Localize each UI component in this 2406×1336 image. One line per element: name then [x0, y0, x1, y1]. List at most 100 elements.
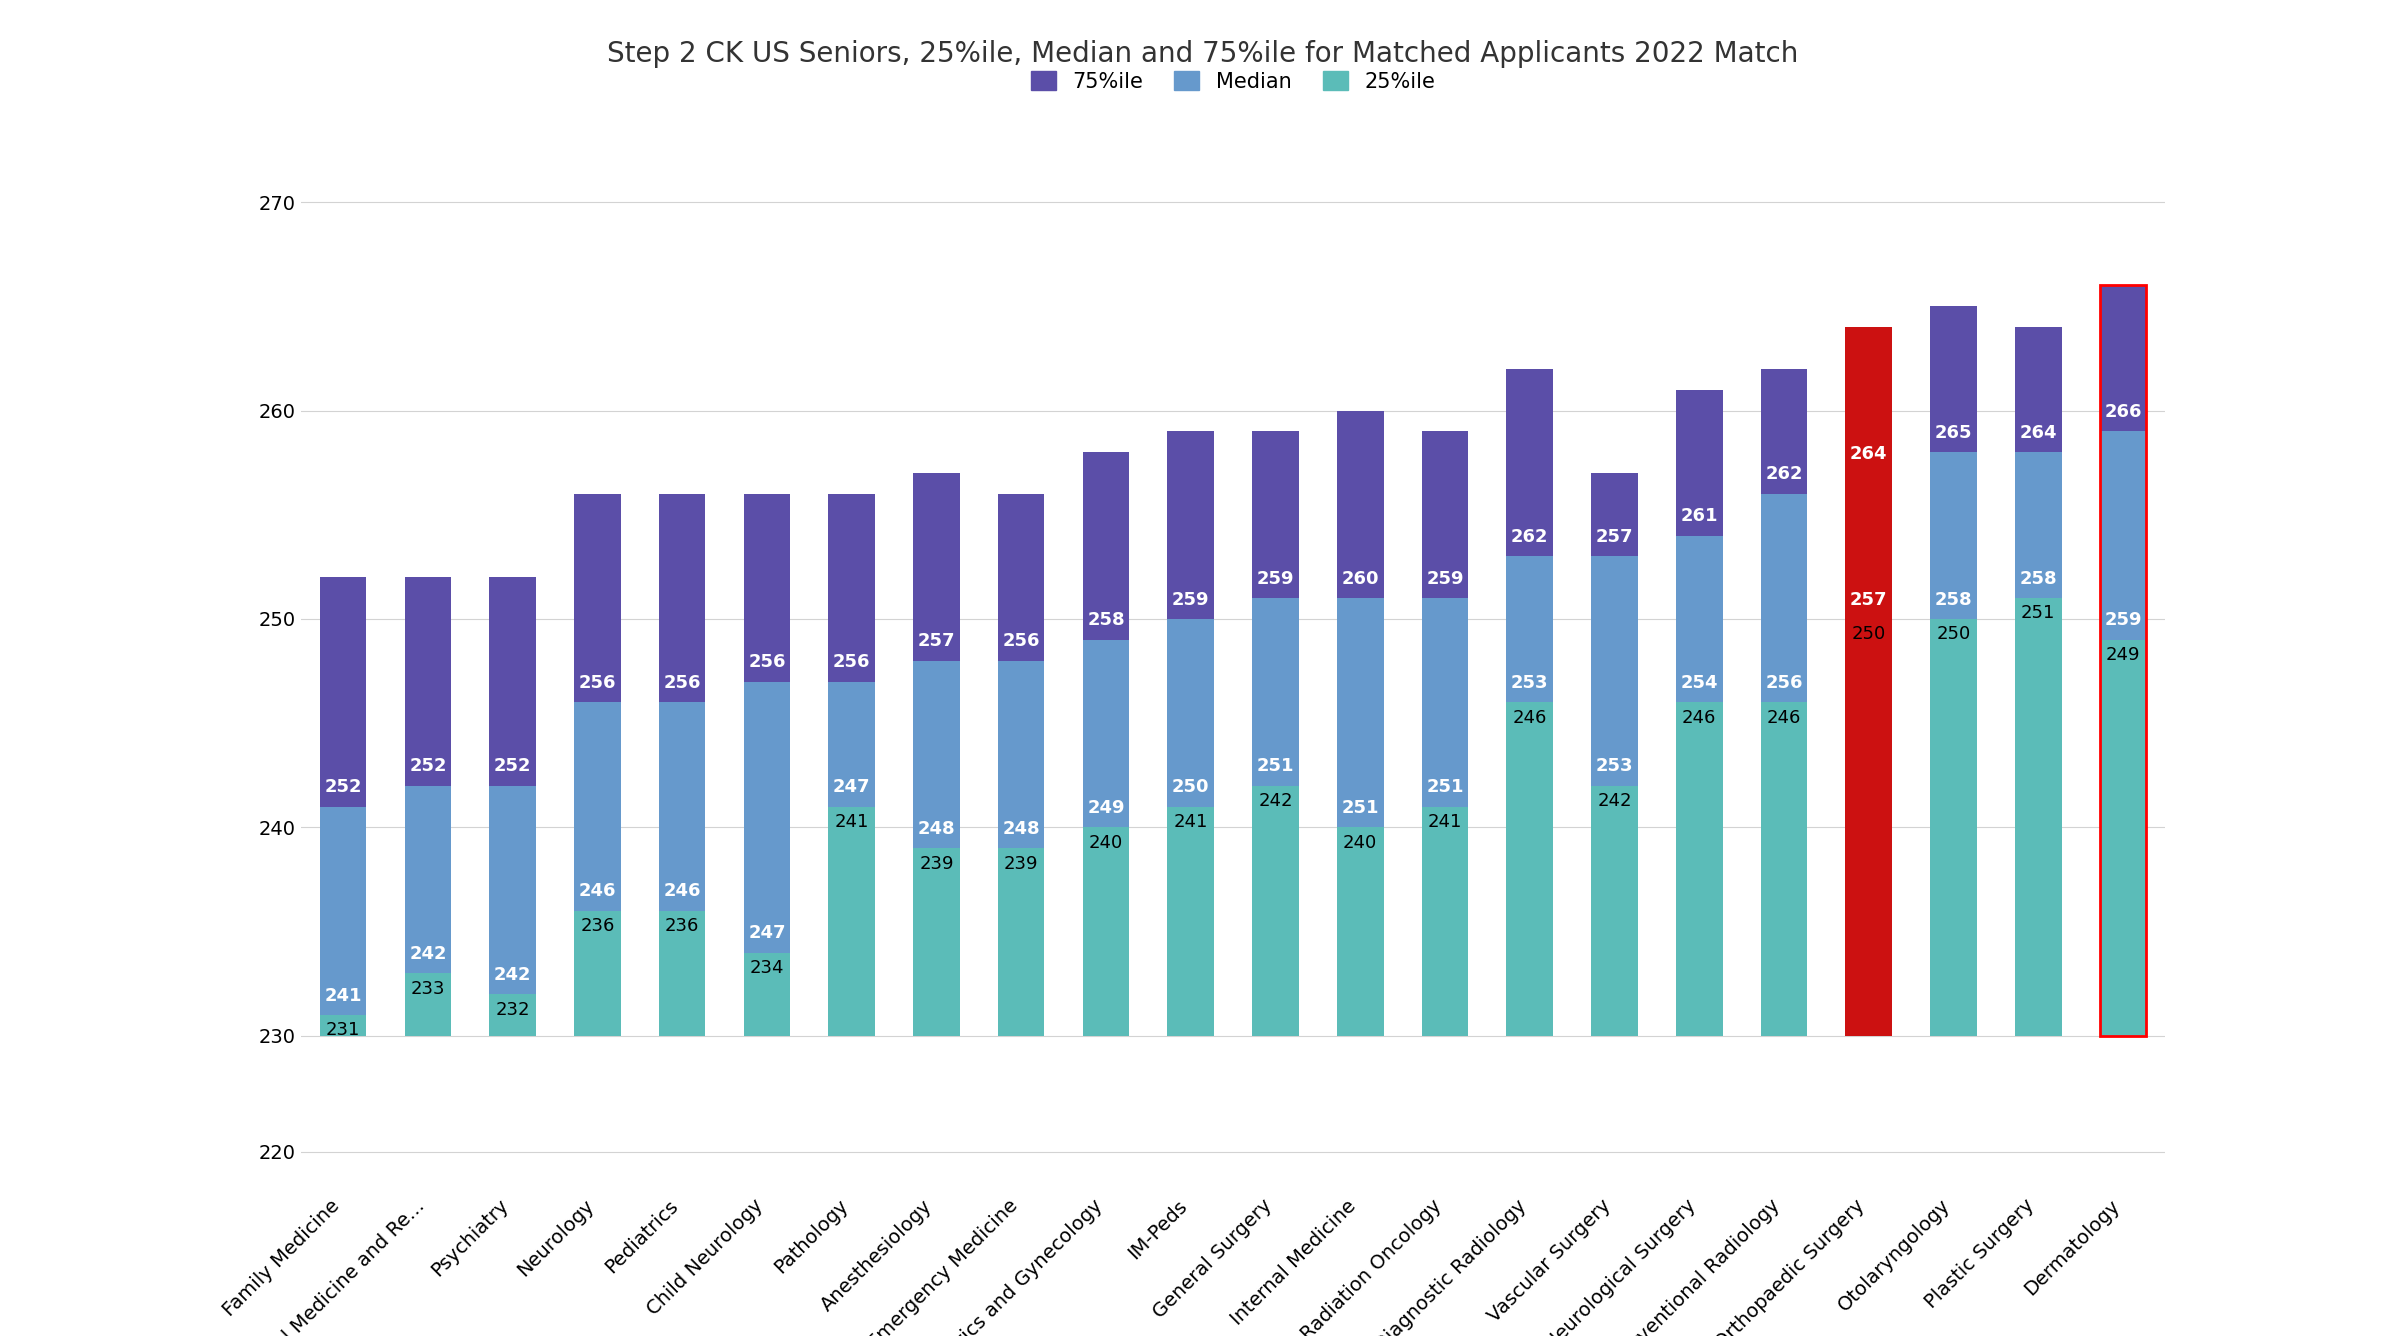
Text: 260: 260 — [1343, 569, 1379, 588]
Text: 242: 242 — [493, 966, 532, 983]
Bar — [1590, 473, 1638, 556]
Text: 259: 259 — [1172, 591, 1210, 609]
Bar — [404, 786, 452, 974]
Text: 239: 239 — [1003, 855, 1039, 872]
Text: 258: 258 — [1088, 612, 1124, 629]
Bar — [659, 911, 705, 1035]
Bar — [1845, 619, 1891, 1035]
Bar — [2014, 599, 2062, 1035]
Bar — [1761, 703, 1807, 1035]
Bar — [914, 473, 960, 661]
Bar — [2014, 452, 2062, 599]
Bar — [404, 974, 452, 1035]
Text: 252: 252 — [409, 758, 448, 775]
Text: 257: 257 — [1850, 591, 1886, 609]
Bar — [1422, 432, 1468, 599]
Bar — [1845, 327, 1891, 473]
Bar — [2100, 286, 2146, 1035]
Text: 249: 249 — [1088, 799, 1124, 818]
Bar — [2100, 432, 2146, 640]
Bar — [1930, 619, 1978, 1035]
Text: 240: 240 — [1343, 834, 1376, 852]
Bar — [1251, 432, 1299, 599]
Text: 256: 256 — [1003, 632, 1039, 651]
Text: 247: 247 — [832, 778, 871, 796]
Text: 248: 248 — [917, 820, 955, 838]
Text: 252: 252 — [325, 778, 361, 796]
Bar — [320, 1015, 366, 1035]
Text: 256: 256 — [748, 653, 787, 671]
Legend: 75%ile, Median, 25%ile: 75%ile, Median, 25%ile — [1023, 63, 1444, 100]
Text: 266: 266 — [2105, 403, 2141, 421]
Text: 257: 257 — [917, 632, 955, 651]
Text: 236: 236 — [664, 916, 700, 935]
Bar — [575, 703, 621, 911]
Bar — [1338, 827, 1383, 1035]
Bar — [828, 807, 876, 1035]
Text: 259: 259 — [1427, 569, 1463, 588]
Text: 248: 248 — [1003, 820, 1039, 838]
Text: 259: 259 — [2105, 612, 2141, 629]
Text: 253: 253 — [1595, 758, 1634, 775]
Text: 256: 256 — [1766, 673, 1802, 692]
Bar — [2014, 327, 2062, 452]
Text: 231: 231 — [325, 1021, 361, 1039]
Text: 262: 262 — [1766, 465, 1802, 484]
Bar — [1167, 807, 1215, 1035]
Text: 253: 253 — [1511, 673, 1549, 692]
Bar — [1338, 410, 1383, 599]
Bar — [1338, 599, 1383, 827]
Text: 256: 256 — [580, 673, 616, 692]
Bar — [1422, 807, 1468, 1035]
Bar — [575, 911, 621, 1035]
Bar — [320, 807, 366, 1015]
Text: 246: 246 — [1682, 708, 1715, 727]
Text: 241: 241 — [1427, 812, 1463, 831]
Bar — [743, 681, 789, 953]
Text: 261: 261 — [1679, 508, 1718, 525]
Bar — [488, 786, 537, 994]
Bar — [1506, 556, 1552, 703]
Bar — [1590, 786, 1638, 1035]
Text: 250: 250 — [1853, 625, 1886, 643]
Bar — [2100, 286, 2146, 432]
Bar — [998, 848, 1044, 1035]
Text: 251: 251 — [1343, 799, 1379, 818]
Bar — [828, 494, 876, 681]
Text: 241: 241 — [835, 812, 869, 831]
Text: 258: 258 — [2019, 569, 2057, 588]
Text: 236: 236 — [580, 916, 614, 935]
Text: 241: 241 — [325, 987, 361, 1005]
Bar — [1083, 827, 1128, 1035]
Bar — [575, 494, 621, 703]
Text: 249: 249 — [2105, 647, 2141, 664]
Bar — [1506, 369, 1552, 556]
Text: 264: 264 — [1850, 445, 1886, 462]
Text: 246: 246 — [664, 883, 700, 900]
Bar — [1167, 619, 1215, 807]
Text: 250: 250 — [1172, 778, 1210, 796]
Bar — [488, 577, 537, 786]
Bar — [659, 494, 705, 703]
Bar — [1677, 703, 1723, 1035]
Bar — [1422, 599, 1468, 807]
Text: 246: 246 — [1513, 708, 1547, 727]
Bar — [1845, 473, 1891, 619]
Bar — [998, 494, 1044, 661]
Bar — [2100, 640, 2146, 1035]
Bar — [1930, 306, 1978, 452]
Bar — [1251, 599, 1299, 786]
Bar — [659, 703, 705, 911]
Text: 254: 254 — [1679, 673, 1718, 692]
Bar — [488, 994, 537, 1035]
Bar — [1761, 369, 1807, 494]
Text: 242: 242 — [1598, 792, 1631, 810]
Bar — [1251, 786, 1299, 1035]
Text: 246: 246 — [1766, 708, 1802, 727]
Text: 256: 256 — [664, 673, 700, 692]
Text: 234: 234 — [751, 959, 784, 977]
Bar — [743, 494, 789, 681]
Text: 259: 259 — [1256, 569, 1294, 588]
Bar — [1761, 494, 1807, 703]
Text: Step 2 CK US Seniors, 25%ile, Median and 75%ile for Matched Applicants 2022 Matc: Step 2 CK US Seniors, 25%ile, Median and… — [606, 40, 1800, 68]
